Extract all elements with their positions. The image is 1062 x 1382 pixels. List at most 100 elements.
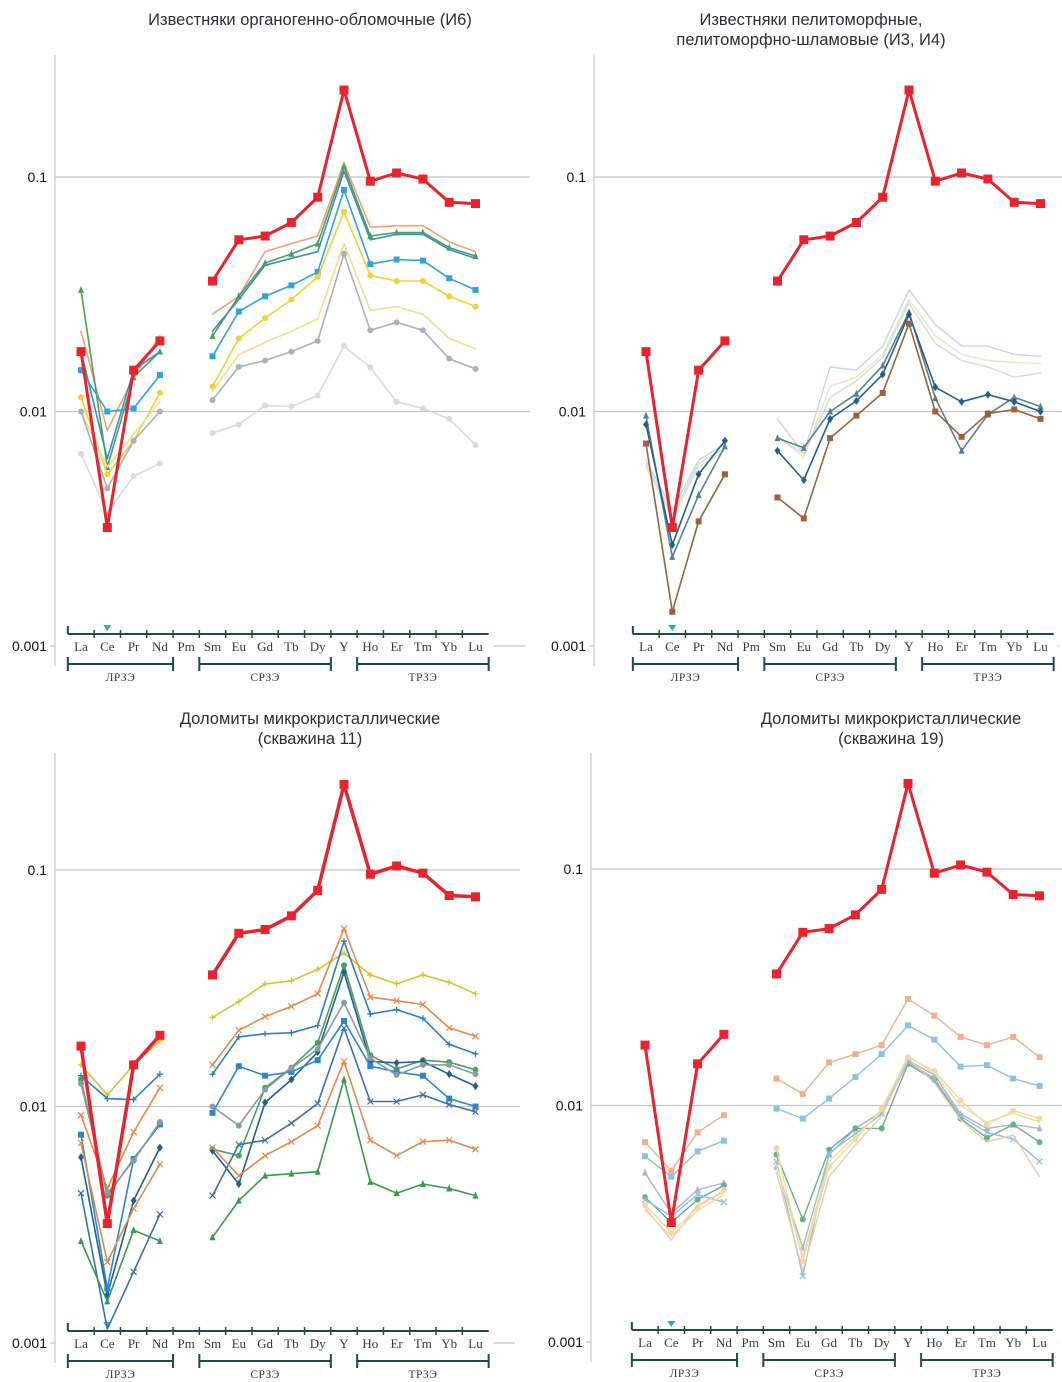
series-line [776,289,1042,455]
data-point [444,891,454,901]
data-point [156,1160,164,1168]
series-s1 [80,162,477,432]
element-label-ho: Ho [926,1335,942,1350]
y-tick-label: 0.01 [559,404,586,420]
data-point [472,1145,479,1153]
data-point [472,1071,479,1078]
series-s1 [642,996,1043,1174]
data-point [78,408,84,415]
data-point [209,331,216,339]
data-point [392,861,402,871]
data-point [446,1061,453,1068]
element-label-ce: Ce [665,639,680,654]
element-label-eu: Eu [796,1335,811,1350]
element-label-lu: Lu [1032,1335,1047,1350]
data-point [314,1022,321,1029]
element-label-tb: Tb [848,1335,862,1350]
data-point [472,1066,479,1073]
data-point [288,282,295,289]
data-point [666,1218,676,1228]
data-point [340,925,348,933]
data-point [719,1029,729,1039]
data-point [314,1167,321,1175]
data-point [800,476,807,485]
data-point [667,523,677,533]
data-point [262,1171,269,1179]
data-point [850,910,860,920]
data-point [314,990,322,998]
data-point [155,336,165,346]
data-point [341,1017,347,1024]
chart-title-3-text: Доломиты микрокристаллические (скважина 1… [179,710,441,748]
data-point [640,1040,650,1050]
y-tick-label: 0.01 [20,1099,47,1115]
data-point [130,1268,138,1276]
group-label: ЛРЗЭ [670,1368,700,1380]
data-point [260,925,270,935]
data-point [288,348,295,355]
data-point [694,1191,702,1199]
series-line [80,1039,161,1096]
series-s7 [78,999,479,1197]
element-label-sm: Sm [204,1336,221,1351]
data-point [669,552,676,560]
element-label-eu: Eu [232,639,247,654]
data-point [958,446,965,454]
data-point [262,1098,269,1107]
data-point [209,353,216,360]
group-label: СРЗЭ [250,672,280,684]
data-point [366,1098,374,1105]
data-point [366,993,374,1001]
element-label-tm: Tm [414,1336,432,1351]
series-line [211,940,477,1076]
series-reference [76,779,480,1229]
chart-panel-1: Известняки органогенно-обломочные (И6) 0… [0,0,531,691]
data-point [1036,1082,1043,1089]
element-label-er: Er [954,1335,967,1350]
data-point [288,249,295,257]
element-label-yb: Yb [1006,639,1022,654]
data-point [393,319,400,326]
series-line [211,345,477,446]
series-line [645,423,726,546]
data-point [1036,199,1045,209]
data-point [235,308,242,315]
data-point [261,1013,269,1021]
data-point [156,372,163,379]
data-point [799,1090,806,1097]
data-point [445,1101,453,1108]
data-point [641,1196,649,1204]
data-point [824,924,834,934]
series-line [79,339,162,529]
data-point [904,85,914,95]
data-point [78,394,84,401]
data-point [209,1103,216,1110]
data-point [419,1057,426,1066]
data-point [262,315,269,322]
data-point [932,394,939,402]
element-label-ce: Ce [100,1336,115,1351]
data-point [720,1198,728,1206]
element-label-ho: Ho [927,639,943,654]
element-label-y: Y [904,639,914,654]
data-point [983,1121,990,1128]
series-line [776,302,1042,455]
data-point [235,335,242,342]
series-s1 [645,289,1042,511]
series-line [775,998,1041,1095]
series-line [210,782,478,977]
data-point [102,1219,112,1229]
data-point [418,868,428,878]
data-point [773,276,782,286]
data-point [262,980,269,987]
series-line [644,1140,725,1178]
series-reference [640,778,1044,1228]
data-point [130,1096,137,1103]
data-point [130,1196,137,1205]
data-point [983,174,993,184]
element-label-pm: Pm [178,1336,195,1351]
element-label-pr: Pr [128,1336,140,1351]
data-point [130,473,137,480]
ce-anomaly-marker-icon [103,625,112,631]
element-label-pm: Pm [178,639,195,654]
